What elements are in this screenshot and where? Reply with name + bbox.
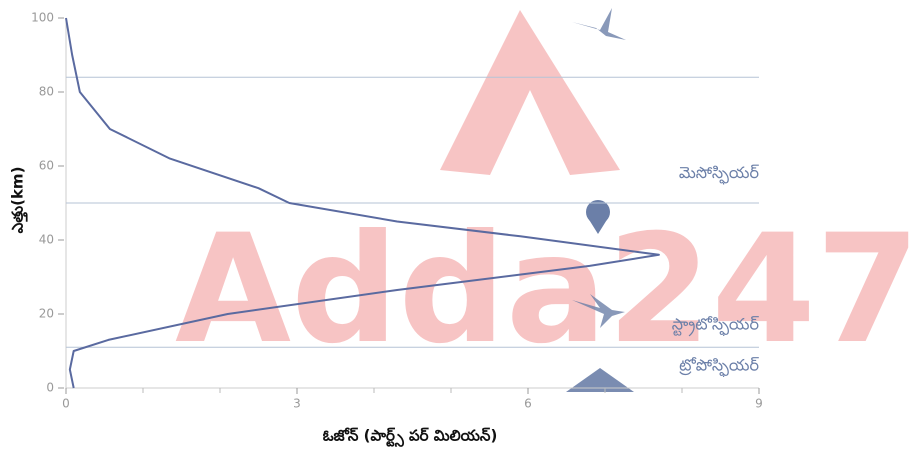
y-tick-label: 100 bbox=[31, 11, 54, 25]
y-axis-title: ఎత్తు(km) bbox=[9, 167, 29, 234]
y-tick-label: 80 bbox=[39, 85, 54, 99]
y-tick-label: 0 bbox=[46, 381, 54, 395]
pin-icon bbox=[586, 200, 610, 234]
x-tick-label: 3 bbox=[293, 397, 301, 411]
layer-label: స్ట్రాటోస్ఫియర్ bbox=[672, 315, 760, 337]
x-tick-label: 0 bbox=[62, 397, 70, 411]
mountain-icon bbox=[566, 368, 634, 392]
x-tick-label: 6 bbox=[524, 397, 532, 411]
layer-label: మెసోస్ఫియర్ bbox=[679, 163, 760, 185]
y-tick-label: 20 bbox=[39, 307, 54, 321]
x-tick-label: 9 bbox=[755, 397, 763, 411]
ozone-line bbox=[65, 17, 660, 389]
layer-label: ట్రోపోస్ఫియర్ bbox=[679, 355, 760, 377]
y-tick-label: 60 bbox=[39, 159, 54, 173]
watermark: Adda247 bbox=[175, 203, 911, 377]
y-tick-label: 40 bbox=[39, 233, 54, 247]
plane-icon bbox=[572, 8, 626, 40]
x-axis-title: ఓజోన్ (పార్ట్స్ పర్ మిలియన్) bbox=[323, 427, 498, 448]
watermark-logo bbox=[440, 10, 620, 175]
plane-icon bbox=[572, 294, 625, 328]
